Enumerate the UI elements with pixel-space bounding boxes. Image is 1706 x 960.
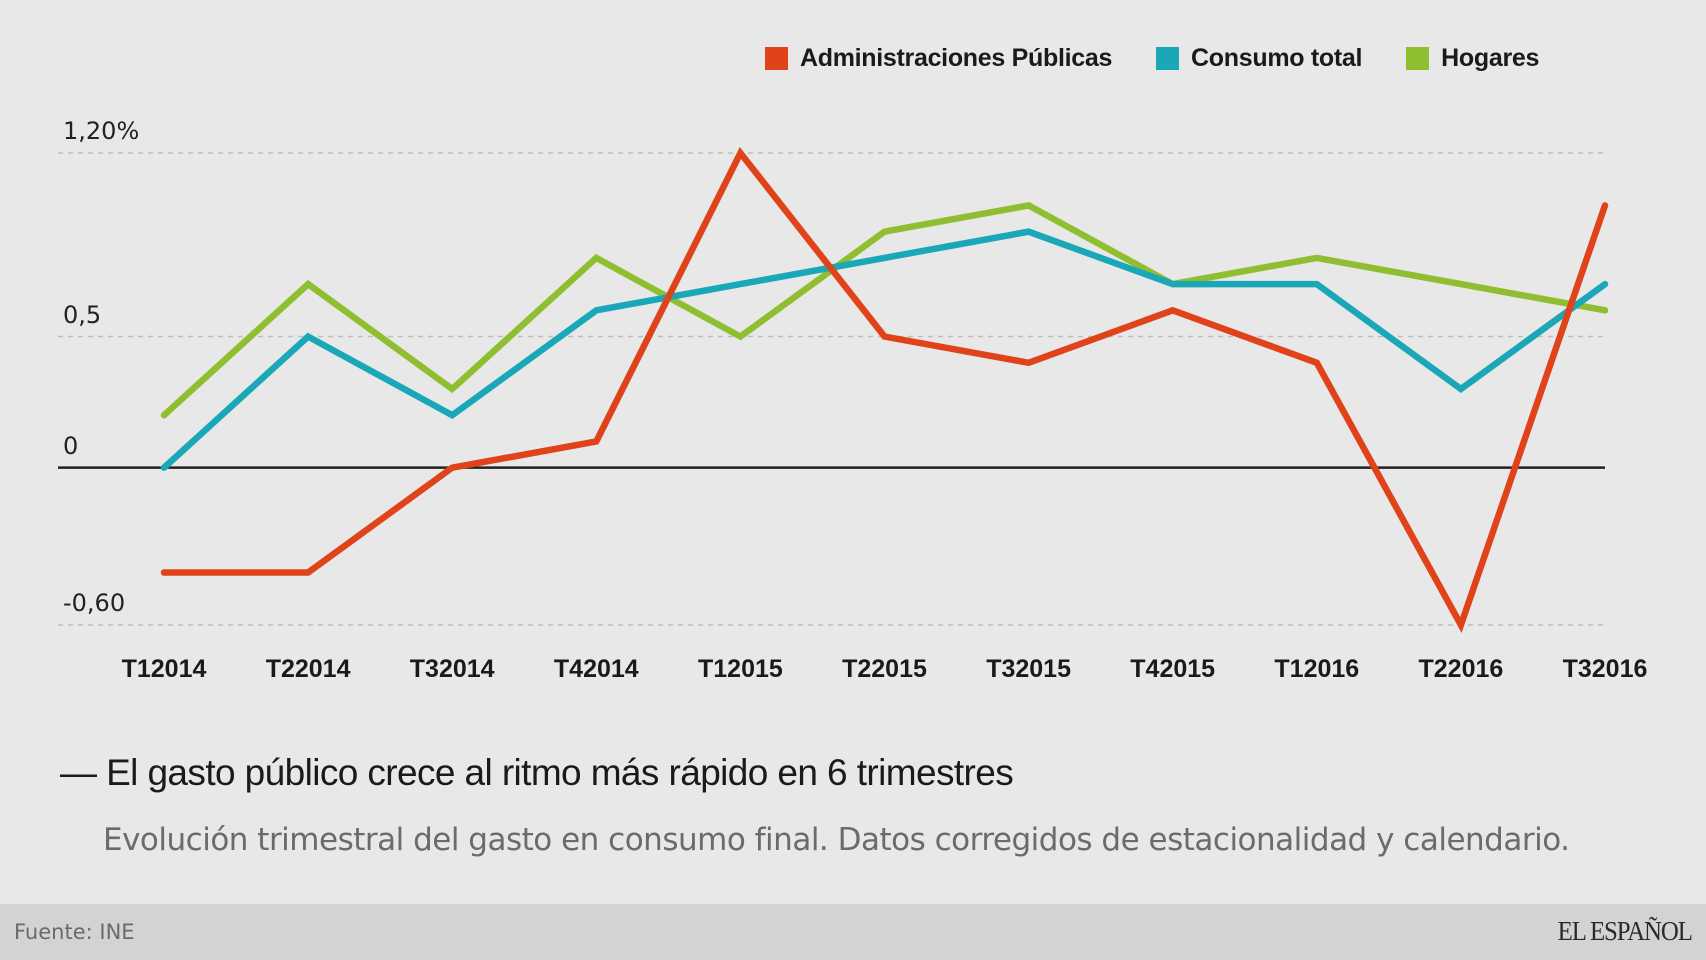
x-tick-label: T12014 [121, 655, 207, 683]
legend-swatch [1406, 46, 1430, 70]
x-tick-label: T22014 [265, 655, 351, 683]
x-tick-label: T12016 [1274, 655, 1360, 683]
legend-swatch [765, 46, 788, 70]
series-line [160, 202, 1609, 419]
source-note: Fuente: INE [14, 920, 135, 944]
x-tick-label: T22016 [1418, 655, 1504, 683]
chart-subtitle: Evolución trimestral del gasto en consum… [103, 822, 1570, 858]
chart-legend: Administraciones Públicas Consumo total Ho… [765, 40, 1539, 76]
series-line [160, 146, 1609, 634]
y-tick-label: -0,60 [63, 589, 126, 617]
y-tick-label: 0,5 [63, 300, 102, 329]
x-tick-label: T22015 [842, 655, 927, 683]
series-hogares [160, 202, 1609, 419]
legend-label: Consumo total [1191, 43, 1363, 72]
chart-title: — El gasto público crece al ritmo más rá… [60, 752, 1014, 793]
legend-label: Administraciones Públicas [800, 43, 1113, 72]
x-tick-label: T32015 [986, 655, 1071, 683]
x-tick-label: T32014 [409, 655, 495, 683]
gridlines [58, 152, 1605, 626]
legend-item: Administraciones Públicas [765, 44, 1112, 73]
footer-bar: Fuente: INE EL ESPAÑOL [0, 904, 1706, 960]
legend-item: Hogares [1406, 44, 1539, 73]
series-lines [160, 146, 1609, 634]
legend-label: Hogares [1441, 43, 1540, 72]
series-administraciones-p-blicas [160, 146, 1609, 634]
x-tick-label: T42014 [553, 655, 639, 683]
x-tick-label: T12015 [697, 655, 783, 683]
y-tick-label: 0 [63, 431, 79, 460]
x-tick-label: T42015 [1130, 655, 1216, 683]
series-line [160, 228, 1609, 471]
brand-logo: EL ESPAÑOL [1557, 916, 1693, 946]
series-consumo-total [160, 228, 1609, 471]
legend-item: Consumo total [1156, 44, 1362, 73]
y-tick-label: 1,20% [63, 117, 140, 145]
legend-swatch [1156, 46, 1180, 70]
x-tick-label: T32016 [1562, 655, 1648, 683]
